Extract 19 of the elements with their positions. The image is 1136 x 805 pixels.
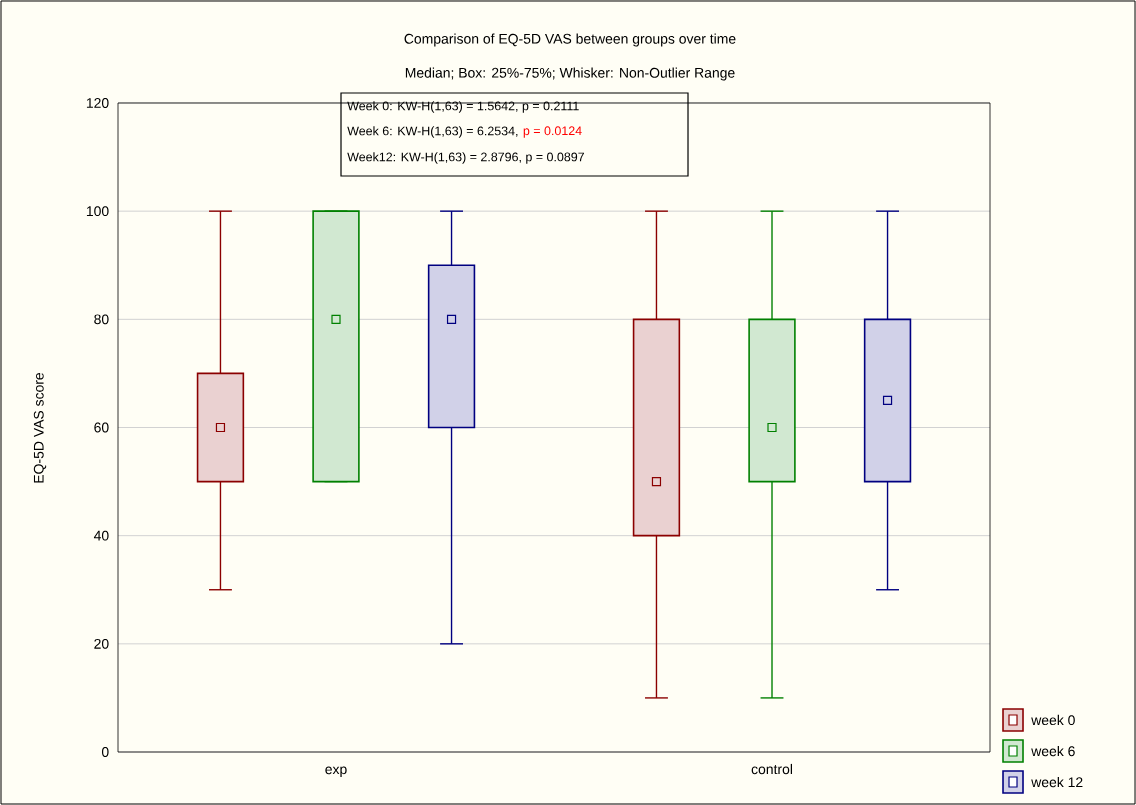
legend-label: week 12 <box>1031 776 1083 788</box>
y-axis-title: EQ-5D VAS score <box>33 372 47 483</box>
y-tick-label: 60 <box>94 422 109 433</box>
y-tick-label: 40 <box>93 530 109 541</box>
annotation: p = 0.0124 <box>523 126 582 138</box>
y-tick-label: 100 <box>86 206 109 217</box>
chart-subtitle: Median; Box: 25%-75%; Whisker: Non-Outlier Range <box>405 67 735 81</box>
x-tick-label: exp <box>325 766 347 777</box>
legend-label: week 6 <box>1031 745 1075 757</box>
annotation: Week12: KW-H(1,63) = 2.8796, p = 0.0897 <box>347 152 584 164</box>
y-tick-label: 80 <box>94 314 109 325</box>
y-tick-label: 0 <box>101 747 109 757</box>
annotation: Week 6: KW-H(1,63) = 6.2534, <box>347 126 518 138</box>
chart-title: Comparison of EQ-5D VAS between groups over time <box>404 33 736 47</box>
y-tick-label: 120 <box>86 98 109 108</box>
legend-label: week 0 <box>1031 714 1075 726</box>
x-tick-label: control <box>751 763 793 775</box>
y-tick-label: 20 <box>94 638 109 649</box>
annotation: Week 0: KW-H(1,63) = 1.5642, p = 0.2111 <box>347 101 579 113</box>
